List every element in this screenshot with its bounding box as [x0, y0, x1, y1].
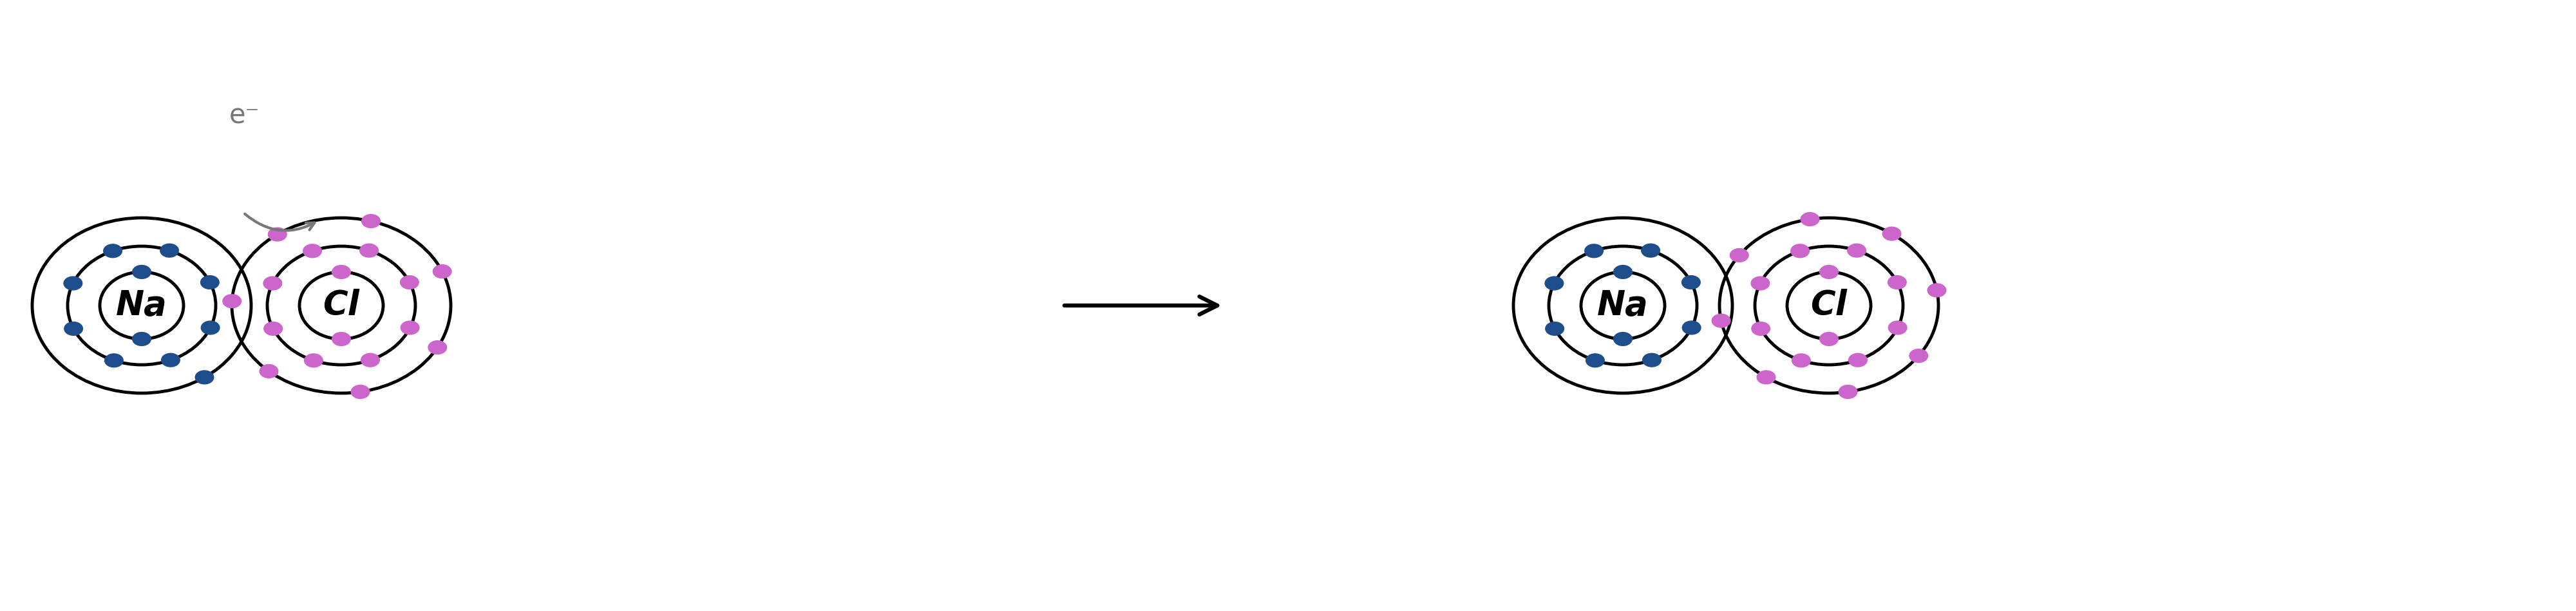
Ellipse shape	[196, 371, 214, 384]
Ellipse shape	[332, 332, 350, 346]
Ellipse shape	[64, 322, 82, 335]
Ellipse shape	[1713, 314, 1731, 327]
Ellipse shape	[304, 354, 322, 367]
Ellipse shape	[131, 265, 152, 279]
Ellipse shape	[304, 244, 322, 258]
Ellipse shape	[1546, 277, 1564, 290]
Ellipse shape	[350, 385, 368, 398]
Ellipse shape	[263, 322, 283, 335]
Ellipse shape	[1731, 249, 1749, 262]
Ellipse shape	[361, 214, 381, 228]
Ellipse shape	[1613, 265, 1633, 279]
Ellipse shape	[1793, 354, 1811, 367]
Ellipse shape	[399, 276, 420, 289]
Ellipse shape	[1909, 349, 1927, 362]
Ellipse shape	[260, 365, 278, 378]
Ellipse shape	[1546, 322, 1564, 335]
Ellipse shape	[1847, 244, 1865, 257]
Ellipse shape	[1643, 353, 1662, 367]
FancyArrowPatch shape	[245, 214, 314, 230]
Ellipse shape	[332, 265, 350, 279]
Ellipse shape	[1641, 244, 1659, 257]
Ellipse shape	[428, 341, 446, 354]
Text: Cl: Cl	[1811, 289, 1847, 322]
Ellipse shape	[1682, 276, 1700, 289]
Ellipse shape	[268, 228, 286, 241]
Ellipse shape	[160, 244, 178, 257]
Text: Na: Na	[116, 289, 167, 322]
Ellipse shape	[1927, 284, 1945, 297]
Ellipse shape	[433, 265, 451, 278]
Ellipse shape	[1790, 244, 1808, 258]
Ellipse shape	[1682, 321, 1700, 334]
Ellipse shape	[1883, 227, 1901, 240]
Ellipse shape	[1613, 332, 1633, 346]
Ellipse shape	[402, 321, 420, 334]
Ellipse shape	[64, 277, 82, 290]
Ellipse shape	[106, 354, 124, 367]
Ellipse shape	[1752, 322, 1770, 335]
Ellipse shape	[1757, 371, 1775, 384]
Ellipse shape	[1801, 213, 1819, 226]
Ellipse shape	[361, 353, 379, 367]
Ellipse shape	[1888, 321, 1906, 334]
Ellipse shape	[131, 332, 152, 346]
Ellipse shape	[361, 244, 379, 257]
Text: Na: Na	[1597, 289, 1649, 322]
Ellipse shape	[1819, 332, 1839, 346]
Ellipse shape	[1587, 354, 1605, 367]
Ellipse shape	[1752, 277, 1770, 290]
Text: e⁻: e⁻	[229, 102, 260, 129]
Ellipse shape	[1850, 353, 1868, 367]
Ellipse shape	[201, 276, 219, 289]
Text: Cl: Cl	[322, 289, 361, 322]
Ellipse shape	[103, 244, 121, 258]
Ellipse shape	[1839, 385, 1857, 398]
Ellipse shape	[222, 295, 242, 308]
Ellipse shape	[263, 277, 281, 290]
Ellipse shape	[201, 321, 219, 334]
Ellipse shape	[162, 353, 180, 367]
Ellipse shape	[1819, 265, 1839, 279]
Ellipse shape	[1584, 244, 1602, 258]
Ellipse shape	[1888, 276, 1906, 289]
